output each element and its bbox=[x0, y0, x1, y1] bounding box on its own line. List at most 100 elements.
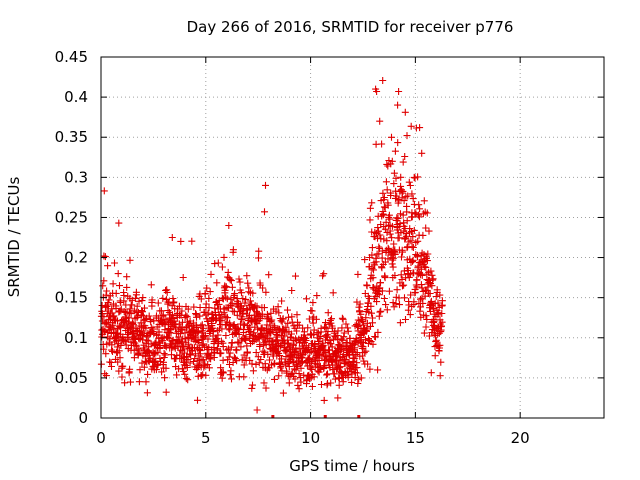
data-point bbox=[320, 270, 328, 278]
data-point bbox=[200, 363, 208, 371]
data-point bbox=[425, 227, 433, 235]
data-point bbox=[154, 299, 162, 307]
data-point bbox=[242, 333, 250, 341]
data-point bbox=[262, 181, 269, 189]
data-point bbox=[226, 371, 234, 379]
data-point bbox=[304, 324, 312, 332]
data-point bbox=[422, 323, 430, 331]
data-point bbox=[357, 310, 365, 318]
data-point bbox=[127, 378, 134, 386]
data-point bbox=[366, 204, 374, 212]
data-point bbox=[198, 321, 206, 329]
data-point bbox=[199, 340, 207, 348]
data-point bbox=[391, 250, 399, 258]
data-point bbox=[377, 279, 384, 287]
data-point bbox=[162, 342, 170, 350]
data-point bbox=[357, 374, 365, 382]
data-point bbox=[390, 240, 398, 248]
data-point bbox=[306, 375, 313, 383]
data-point bbox=[413, 283, 421, 291]
data-point bbox=[146, 354, 154, 362]
data-point bbox=[145, 349, 153, 357]
data-point bbox=[324, 328, 332, 335]
data-point bbox=[175, 320, 183, 328]
data-point bbox=[217, 364, 225, 372]
data-point bbox=[436, 341, 444, 349]
data-point bbox=[275, 372, 283, 380]
data-point bbox=[192, 366, 200, 373]
data-point bbox=[432, 338, 440, 346]
data-point bbox=[438, 322, 445, 330]
data-point bbox=[274, 303, 282, 311]
data-point bbox=[207, 270, 215, 278]
data-point bbox=[402, 234, 409, 242]
data-point bbox=[253, 302, 261, 310]
y-tick-label: 0.1 bbox=[64, 329, 88, 347]
data-point bbox=[179, 274, 187, 281]
data-point bbox=[356, 338, 364, 346]
data-point bbox=[212, 315, 220, 323]
data-point bbox=[101, 253, 109, 261]
data-point bbox=[114, 270, 122, 278]
data-point bbox=[396, 319, 404, 327]
data-point bbox=[280, 332, 288, 340]
data-point bbox=[337, 368, 345, 376]
data-point bbox=[285, 363, 293, 370]
data-point bbox=[201, 290, 209, 298]
data-point bbox=[369, 314, 376, 322]
data-point bbox=[168, 351, 175, 359]
data-point bbox=[171, 317, 179, 325]
data-point bbox=[416, 124, 424, 132]
data-point bbox=[321, 323, 328, 331]
data-point bbox=[230, 322, 238, 330]
data-point bbox=[108, 363, 115, 370]
data-point bbox=[293, 311, 301, 319]
data-point bbox=[411, 209, 419, 217]
data-point bbox=[183, 364, 191, 371]
data-point bbox=[259, 284, 267, 292]
data-point bbox=[125, 309, 133, 317]
data-point bbox=[180, 349, 188, 357]
data-point bbox=[368, 199, 376, 207]
data-point bbox=[159, 311, 167, 319]
data-point bbox=[385, 287, 393, 295]
x-tick-label: 20 bbox=[511, 429, 530, 447]
data-point bbox=[131, 294, 139, 302]
data-point bbox=[401, 153, 409, 160]
data-point bbox=[399, 187, 407, 195]
data-point bbox=[115, 322, 123, 330]
data-point bbox=[291, 375, 299, 383]
data-point bbox=[222, 332, 230, 339]
data-point bbox=[182, 375, 190, 383]
data-point bbox=[192, 310, 200, 317]
data-point bbox=[309, 319, 317, 327]
data-point bbox=[327, 340, 335, 348]
data-point bbox=[159, 294, 167, 302]
data-point bbox=[408, 190, 416, 198]
data-point bbox=[388, 157, 396, 165]
data-point bbox=[142, 324, 150, 332]
data-point bbox=[108, 341, 116, 349]
data-point bbox=[344, 373, 352, 381]
data-point bbox=[101, 370, 109, 378]
data-point bbox=[116, 282, 123, 290]
data-point bbox=[202, 300, 210, 308]
data-point bbox=[394, 214, 402, 222]
data-point bbox=[154, 348, 162, 356]
data-point bbox=[119, 362, 127, 370]
data-point bbox=[406, 182, 414, 189]
data-point bbox=[197, 295, 205, 303]
data-point bbox=[120, 292, 128, 299]
data-point bbox=[383, 186, 391, 194]
data-point bbox=[231, 290, 239, 298]
data-point bbox=[380, 235, 388, 243]
data-point bbox=[204, 309, 212, 317]
plot-frame bbox=[100, 56, 605, 419]
data-point bbox=[360, 349, 368, 357]
data-point bbox=[380, 194, 388, 201]
data-point bbox=[133, 302, 141, 310]
data-point bbox=[135, 347, 143, 355]
x-tick-label: 15 bbox=[406, 429, 425, 447]
data-point bbox=[153, 361, 161, 369]
data-point bbox=[415, 213, 423, 221]
